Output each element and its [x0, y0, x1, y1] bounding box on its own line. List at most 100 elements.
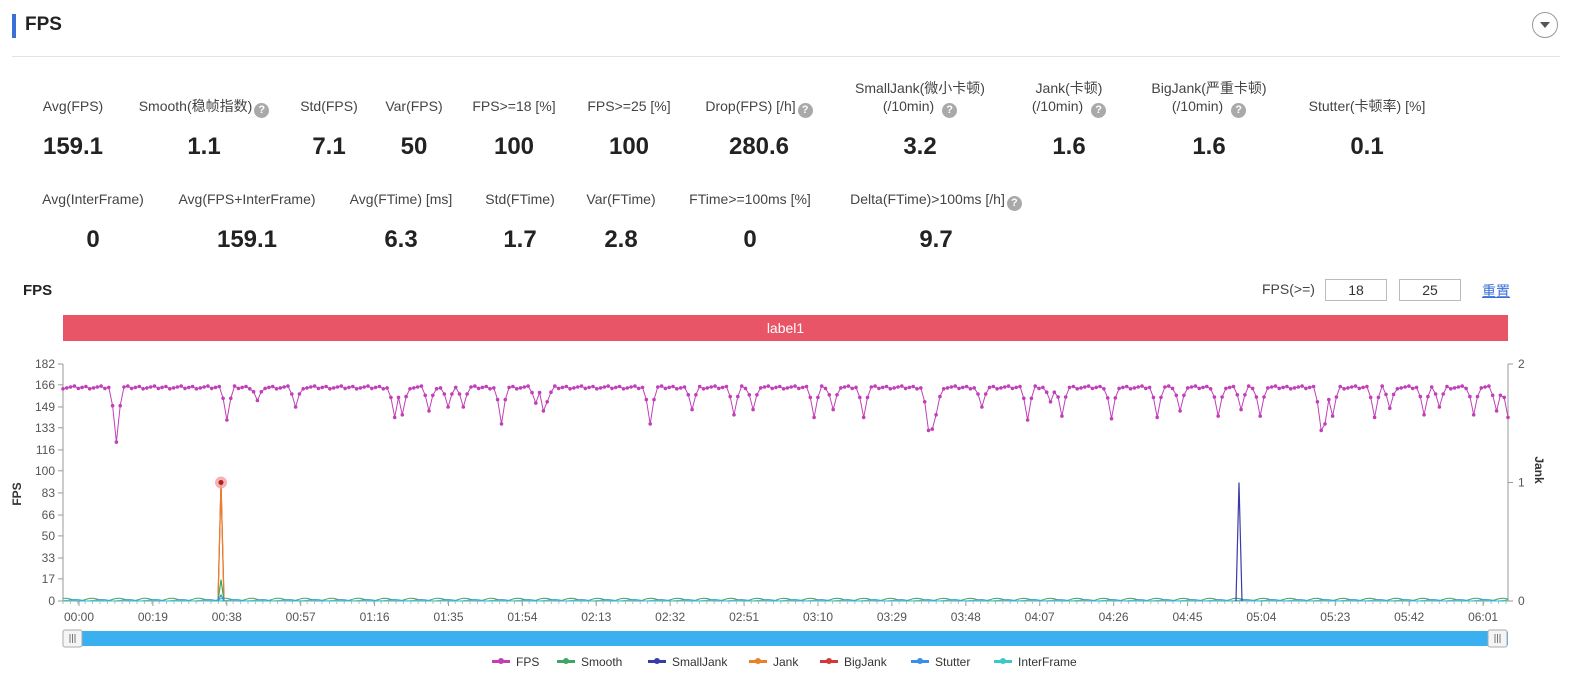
fps-point — [469, 385, 473, 389]
fps-point — [941, 387, 946, 391]
fps-point — [453, 385, 458, 390]
fps-point — [846, 384, 851, 388]
fps-point — [938, 394, 942, 399]
legend-item-stutter[interactable]: Stutter — [911, 655, 970, 669]
reset-link[interactable]: 重置 — [1482, 283, 1510, 299]
fps-point — [530, 390, 534, 395]
help-icon[interactable]: ? — [942, 103, 958, 118]
legend-item-interframe[interactable]: InterFrame — [994, 655, 1077, 669]
fps-point — [76, 386, 81, 391]
fps-point — [126, 384, 130, 388]
fps-point — [1071, 384, 1076, 389]
fps-point — [152, 384, 157, 388]
fps-point — [61, 387, 65, 391]
metric-row1-8: Jank(卡顿) (/10min)? 1.6 — [1009, 79, 1129, 160]
fps-point — [907, 385, 912, 390]
legend-item-smalljank[interactable]: SmallJank — [648, 655, 727, 669]
fps-point — [373, 385, 378, 390]
fps-point — [762, 385, 767, 389]
fps-point — [267, 385, 271, 390]
legend-item-bigjank[interactable]: BigJank — [820, 655, 887, 669]
fps-point — [194, 387, 199, 391]
fps-point — [717, 386, 721, 391]
fps-point — [1483, 385, 1487, 389]
fps-point — [778, 384, 782, 389]
metric-unit-text: (/10min) — [1031, 98, 1084, 114]
fps-point — [553, 384, 557, 388]
metric-row1-7: SmallJank(微小卡顿) (/10min)? 3.2 — [835, 79, 1005, 160]
fps-point — [774, 385, 778, 390]
fps-point — [1216, 414, 1220, 418]
fps-point — [636, 386, 641, 391]
fps-point — [1487, 384, 1491, 388]
fps-point — [488, 387, 492, 391]
fps-point — [1182, 393, 1186, 398]
fps-point — [854, 385, 858, 390]
fps-point — [1319, 428, 1323, 433]
fps-point — [503, 397, 508, 402]
metric-label: Avg(FPS+InterFrame) — [162, 190, 332, 208]
fps-point — [739, 384, 744, 388]
fps-point — [1022, 396, 1026, 401]
fps-threshold-input-1[interactable] — [1325, 279, 1387, 301]
fps-point — [274, 387, 279, 391]
fps-point — [797, 386, 801, 391]
fps-point — [377, 384, 382, 389]
fps-point — [412, 386, 416, 390]
fps-point — [370, 386, 374, 391]
fps-point — [354, 387, 359, 391]
fps-point — [1212, 395, 1217, 399]
fps-point — [286, 384, 290, 388]
fps-point — [175, 385, 180, 389]
legend-item-jank[interactable]: Jank — [749, 655, 798, 669]
help-icon[interactable]: ? — [1091, 103, 1107, 118]
metric-label: Std(FTime) — [470, 190, 570, 208]
help-icon[interactable]: ? — [797, 103, 813, 118]
fps-point — [461, 405, 466, 409]
fps-point — [148, 385, 153, 389]
help-icon[interactable]: ? — [1231, 103, 1247, 118]
metric-label: FPS>=25 [%] — [574, 97, 684, 115]
legend-swatch — [820, 658, 838, 664]
fps-point — [675, 387, 679, 391]
metric-label-text: FTime>=100ms [%] — [689, 191, 811, 207]
fps-point — [1456, 385, 1461, 389]
help-icon[interactable]: ? — [1006, 196, 1022, 211]
fps-point — [800, 385, 805, 390]
fps-point — [1414, 385, 1419, 390]
help-icon[interactable]: ? — [254, 103, 270, 118]
fps-point — [1098, 384, 1102, 389]
fps-point — [842, 385, 847, 389]
fps-point — [1220, 395, 1224, 399]
y-left-tick-label: 100 — [35, 464, 55, 478]
fps-point — [976, 392, 980, 396]
fps-point — [1254, 395, 1259, 399]
legend-label: Stutter — [935, 655, 971, 669]
metric-label: Smooth(稳帧指数)? — [129, 97, 279, 118]
fps-threshold-input-2[interactable] — [1399, 279, 1461, 301]
fps-point — [1441, 392, 1445, 396]
fps-point — [514, 387, 519, 391]
metric-label-unit: (/10min)? — [835, 97, 1005, 118]
fps-point — [1410, 386, 1415, 391]
fps-point — [751, 407, 755, 412]
metric-label-text: FPS>=18 [%] — [472, 98, 556, 114]
y-left-tick-label: 182 — [35, 357, 55, 371]
fps-point — [621, 387, 626, 391]
legend-swatch — [648, 658, 666, 664]
collapse-toggle-button[interactable] — [1532, 12, 1558, 38]
y-left-tick-label: 166 — [35, 378, 55, 392]
smalljank-spike — [1235, 482, 1243, 602]
fps-point — [728, 394, 732, 399]
fps-point — [1391, 392, 1396, 397]
fps-point — [499, 422, 504, 426]
fps-point — [99, 384, 103, 388]
legend-item-smooth[interactable]: Smooth — [557, 655, 622, 669]
fps-point — [980, 405, 984, 409]
fps-point — [316, 386, 321, 391]
fps-point — [598, 386, 603, 390]
label-band[interactable]: label1 — [63, 315, 1508, 341]
fps-point — [1029, 396, 1034, 401]
fps-point — [507, 385, 511, 390]
legend-item-fps[interactable]: FPS — [492, 655, 539, 669]
